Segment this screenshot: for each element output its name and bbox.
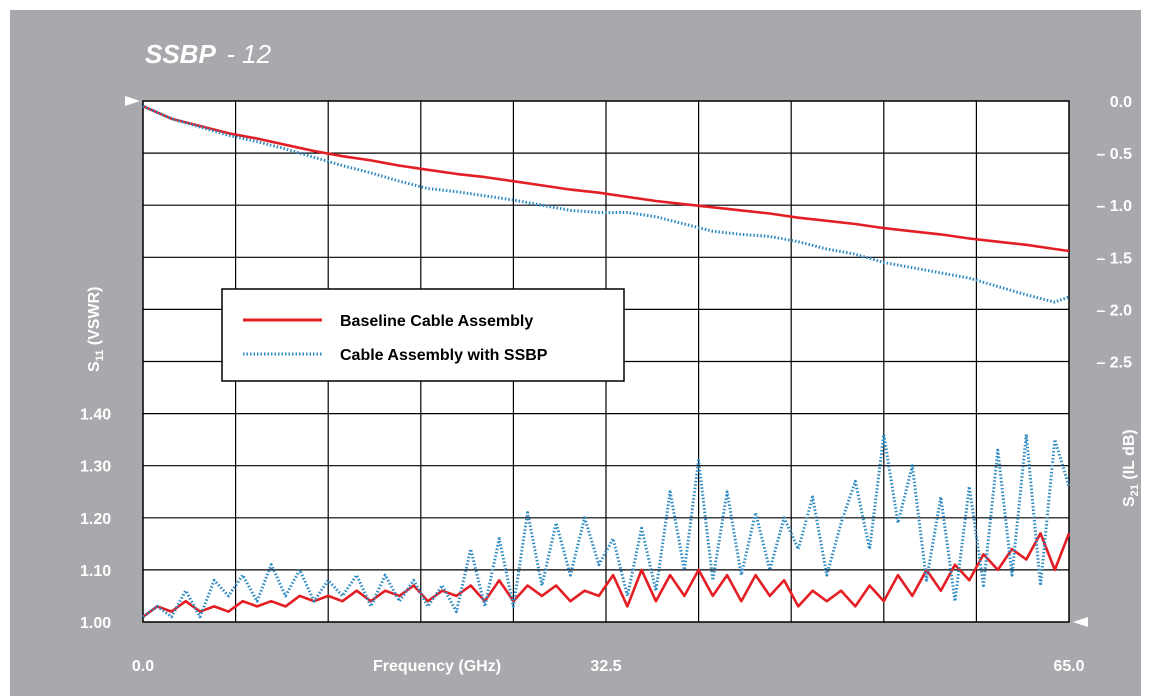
series-line-1	[142, 532, 1071, 618]
y-left-label-main: S	[86, 361, 103, 372]
legend-label-ssbp: Cable Assembly with SSBP	[340, 347, 548, 364]
y-right-tick-label: 0.0	[1110, 94, 1132, 111]
series-layer	[142, 104, 1071, 619]
x-tick-label: 0.0	[132, 658, 154, 675]
x-axis-title: Frequency (GHz)	[373, 658, 501, 675]
chart-title-main: SSBP	[145, 39, 216, 69]
y-right-tick-label: – 1.5	[1096, 250, 1132, 267]
y-left-label-sub: 11	[94, 350, 106, 362]
y-right-tick-label: – 0.5	[1096, 146, 1132, 163]
y-right-label-sub: 21	[1129, 484, 1141, 496]
series-line-0	[142, 105, 1070, 253]
x-tick-label: 65.0	[1053, 658, 1084, 675]
legend: Baseline Cable Assembly Cable Assembly w…	[221, 288, 625, 382]
legend-label-baseline: Baseline Cable Assembly	[340, 313, 533, 330]
x-tick-label: 32.5	[590, 658, 621, 675]
y-right-axis-title: S21 (IL dB)	[1121, 429, 1141, 507]
chart-title-suffix: - 12	[226, 39, 271, 69]
y-right-label-main: S	[1121, 496, 1138, 507]
chart-title: SSBP - 12	[145, 39, 272, 69]
y-right-label-rest: (IL dB)	[1121, 429, 1138, 484]
right-axis-marker	[1073, 617, 1088, 627]
y-left-axis-title: S11 (VSWR)	[86, 287, 106, 372]
y-left-tick-label: 1.40	[80, 407, 111, 424]
series-line-2	[142, 104, 1070, 304]
y-right-tick-label: – 2.5	[1096, 355, 1132, 372]
series-line-3	[142, 432, 1071, 619]
y-right-tick-label: – 1.0	[1096, 198, 1132, 215]
y-left-tick-label: 1.20	[80, 511, 111, 528]
y-left-tick-label: 1.10	[80, 563, 111, 580]
y-right-tick-label: – 2.0	[1096, 302, 1132, 319]
y-left-tick-label: 1.30	[80, 459, 111, 476]
legend-box	[221, 288, 625, 382]
y-left-tick-label: 1.00	[80, 615, 111, 632]
tick-labels: 1.00 1.10 1.20 1.30 1.40 0.0 – 0.5 – 1.0 – 1.5 – …	[80, 94, 1132, 675]
left-axis-marker	[125, 96, 140, 106]
y-left-label-rest: (VSWR)	[86, 287, 103, 350]
